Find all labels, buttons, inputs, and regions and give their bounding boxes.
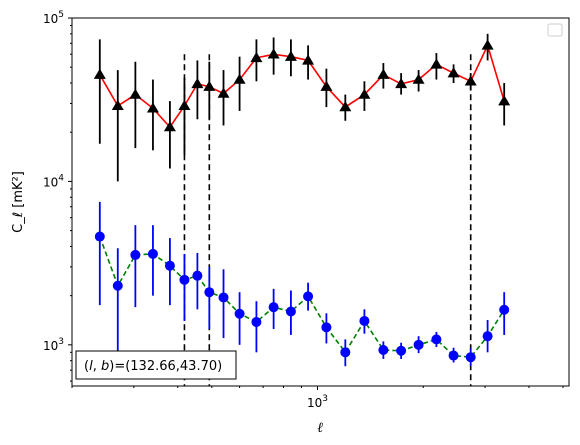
data-point [112,280,123,291]
data-point [431,334,442,345]
data-point [378,344,389,355]
annotation-text: (l, b)=(132.66,43.70) [84,359,222,374]
axes-frame [71,17,570,387]
series-line [99,43,505,129]
plot-area [93,33,511,386]
data-point [284,50,297,61]
data-point [302,54,315,65]
data-point [163,121,176,132]
data-point [203,80,216,91]
data-point [498,95,511,106]
data-point [448,350,459,361]
data-point [481,39,494,50]
data-point [146,102,159,113]
data-point [285,306,296,317]
data-point [267,48,280,59]
data-point [464,75,477,86]
y-tick-label: 105 [43,10,64,26]
data-point [164,260,175,271]
data-point [396,345,407,356]
data-point [192,270,203,281]
data-point [250,51,263,63]
x-axis-label: ℓ [317,420,323,436]
data-point [111,99,124,111]
data-point [377,68,390,79]
data-point [359,315,370,326]
data-point [204,287,215,298]
data-point [234,308,245,319]
data-point [130,249,141,260]
data-point [430,58,443,69]
data-point [447,67,460,78]
data-point [482,331,493,342]
data-point [358,88,371,99]
data-point [179,274,190,285]
data-point [178,99,191,111]
data-point [217,87,230,98]
series-2 [94,201,510,367]
annotation-box: (l, b)=(132.66,43.70) [75,350,237,380]
data-point [339,101,352,112]
data-point [268,302,279,313]
data-point [233,73,246,84]
data-point [94,231,105,242]
data-point [303,291,314,302]
data-point [147,248,158,259]
y-tick-label: 103 [43,337,64,353]
series-1 [93,33,511,182]
data-point [218,292,229,303]
data-point [465,352,476,363]
data-point [412,73,425,84]
y-axis-label: C_ℓ [mK²] [11,171,26,233]
data-point [413,339,424,350]
data-point [129,88,142,99]
x-tick-label: 103 [307,394,328,410]
data-point [340,347,351,358]
data-point [251,316,262,327]
data-point [499,304,510,315]
data-point [320,80,333,91]
series-line [99,236,505,359]
legend-box [547,23,563,37]
y-tick-label: 104 [43,173,64,189]
data-point [93,68,106,79]
data-point [395,77,408,89]
data-point [321,322,332,333]
data-point [191,77,204,89]
axis-ticks: 103 104 105 103 [43,10,564,410]
